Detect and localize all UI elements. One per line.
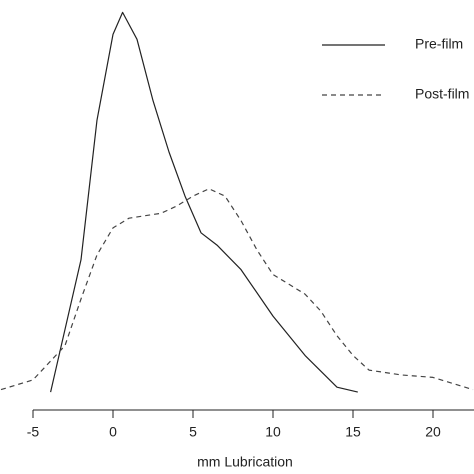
x-tick-label: 5 (189, 424, 197, 440)
density-line (0, 188, 474, 391)
density-line (50, 11, 358, 393)
legend-label: Pre-film (415, 36, 463, 52)
x-axis-label: mm Lubrication (197, 454, 293, 470)
x-tick-label: 10 (265, 424, 281, 440)
x-tick-label: -5 (27, 424, 40, 440)
x-tick-label: 15 (345, 424, 361, 440)
x-tick-label: 20 (425, 424, 441, 440)
legend-label: Post-film (415, 86, 469, 102)
x-tick-label: 0 (109, 424, 117, 440)
